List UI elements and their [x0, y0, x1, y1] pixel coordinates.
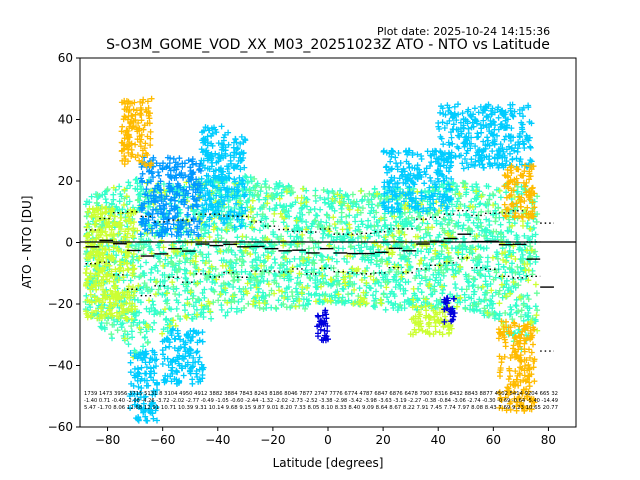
x-tick-label: 20	[375, 433, 390, 447]
scatter-series-4	[126, 101, 535, 424]
x-axis: −80 −60 −40 −20 0 20 40 60 80	[95, 427, 556, 447]
x-tick-label: 60	[486, 433, 501, 447]
y-axis-label: ATO - NTO [DU]	[20, 196, 34, 289]
stats-std-row: 5.47 -1.70 8.06 12.68 12.91 10.71 10.39 …	[84, 405, 558, 411]
x-tick-label: −60	[150, 433, 175, 447]
scatter-series-3	[137, 154, 204, 240]
x-tick-label: 80	[541, 433, 556, 447]
x-tick-label: −40	[205, 433, 230, 447]
y-axis: −60 −40 −20 0 20 40 60	[48, 51, 80, 434]
x-tick-label: 40	[431, 433, 446, 447]
scatter-series-6	[314, 295, 458, 344]
chart-title: S-O3M_GOME_VOD_XX_M03_20251023Z ATO - NT…	[106, 37, 550, 53]
y-tick-label: 20	[58, 174, 73, 188]
scatter-points	[82, 95, 541, 424]
stats-mean-row: -1.40 0.71 -0.40 -2.68 -4.26 -3.72 -2.02…	[84, 398, 559, 404]
y-tick-label: 60	[58, 51, 73, 65]
y-tick-label: −60	[48, 420, 73, 434]
mean-bars	[85, 233, 554, 288]
bin-statistics: 1739 1473 3956 3715 5131 8 3104 4950 491…	[84, 391, 559, 411]
stats-count-row: 1739 1473 3956 3715 5131 8 3104 4950 491…	[84, 391, 558, 397]
x-tick-label: −80	[95, 433, 120, 447]
x-tick-label: −20	[260, 433, 285, 447]
scatter-series-5	[118, 95, 538, 414]
y-tick-label: −40	[48, 359, 73, 373]
x-tick-label: 0	[324, 433, 332, 447]
x-axis-label: Latitude [degrees]	[273, 456, 384, 470]
y-tick-label: 0	[65, 236, 73, 250]
y-tick-label: −20	[48, 297, 73, 311]
plot-date: Plot date: 2025-10-24 14:15:36	[377, 25, 550, 38]
plot-area	[80, 95, 576, 424]
y-tick-label: 40	[58, 113, 73, 127]
